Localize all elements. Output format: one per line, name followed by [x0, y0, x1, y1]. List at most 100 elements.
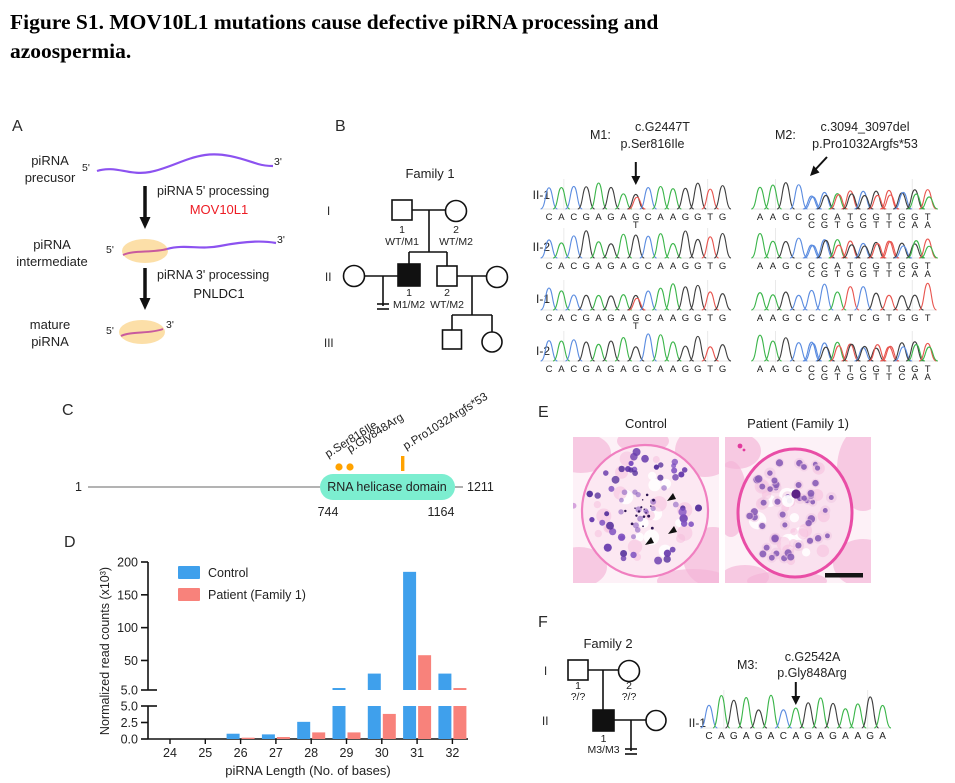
svg-text:A: A — [834, 364, 841, 375]
svg-text:G: G — [866, 731, 874, 742]
pedigree-female-spouse — [485, 265, 509, 289]
y-axis-title: Normalized read counts (x10³) — [98, 567, 112, 735]
svg-text:C: C — [546, 364, 553, 375]
legend-swatch — [178, 588, 200, 601]
mid-body-rna — [122, 248, 168, 256]
pedigree-female-I2 — [617, 659, 641, 683]
figure-title: Figure S1. MOV10L1 mutations cause defec… — [10, 8, 930, 66]
svg-text:G: G — [694, 364, 701, 375]
panel-f-label: F — [538, 614, 548, 631]
svg-text:G: G — [911, 261, 918, 272]
bar-Control — [297, 721, 311, 739]
svg-text:A: A — [558, 212, 565, 223]
factor-pnldc1-label: PNLDC1 — [193, 286, 245, 301]
individual-genotype: M3/M3 — [587, 744, 619, 756]
three-prime-label: 3' — [277, 234, 285, 246]
svg-text:A: A — [670, 364, 677, 375]
svg-text:G: G — [632, 261, 639, 272]
svg-text:G: G — [911, 364, 918, 375]
mutation-label: p.Pro1032Argfs*53 — [401, 391, 490, 453]
five-prime-label: 5' — [106, 244, 114, 256]
svg-text:A: A — [925, 372, 932, 383]
svg-text:G: G — [755, 731, 763, 742]
svg-text:C: C — [795, 212, 802, 223]
generation-label: I — [544, 666, 547, 678]
svg-text:G: G — [898, 261, 905, 272]
bar-Control — [332, 688, 346, 690]
m3-cdna: c.G2542A — [784, 650, 841, 664]
svg-text:G: G — [730, 731, 738, 742]
individual-genotype: WT/M2 — [439, 236, 473, 248]
svg-text:C: C — [705, 731, 712, 742]
m3-name: M3: — [737, 658, 758, 672]
svg-text:A: A — [558, 364, 565, 375]
panel-b-label: B — [335, 118, 346, 135]
svg-text:27: 27 — [269, 746, 283, 760]
svg-text:G: G — [583, 212, 590, 223]
svg-text:G: G — [782, 364, 789, 375]
svg-text:5.0: 5.0 — [121, 684, 138, 698]
individual-number: 1 — [601, 733, 607, 745]
m1-name: M1: — [590, 128, 611, 142]
processing-arrow-2-head — [139, 298, 151, 310]
svg-text:G: G — [821, 269, 828, 280]
individual-number: 1 — [399, 224, 405, 236]
svg-text:G: G — [860, 372, 867, 383]
svg-text:C: C — [570, 313, 577, 324]
pirna-length-chart: 200 150 100 50 5.0 0.0 2.5 5.0 24 25 26 27 28 29 30 31 3… — [98, 556, 468, 778]
bar-Patient (Family 1) — [453, 706, 467, 739]
svg-text:C: C — [860, 212, 867, 223]
svg-text:T: T — [707, 212, 713, 223]
svg-text:A: A — [757, 261, 764, 272]
svg-text:G: G — [821, 372, 828, 383]
svg-text:A: A — [620, 261, 627, 272]
intermediate-strand — [166, 240, 277, 251]
mature-rna — [120, 328, 164, 337]
domain-name: RNA helicase domain — [327, 480, 447, 494]
svg-text:G: G — [719, 261, 726, 272]
svg-text:32: 32 — [445, 746, 459, 760]
svg-text:T: T — [925, 261, 931, 272]
figure-title-line2: azoospermia. — [10, 39, 132, 63]
svg-text:A: A — [620, 313, 627, 324]
histology-patient-title: Patient (Family 1) — [747, 416, 849, 431]
mutation-dot — [346, 463, 354, 471]
svg-text:C: C — [808, 261, 815, 272]
svg-text:G: G — [782, 212, 789, 223]
pedigree-female-III — [481, 331, 503, 353]
x-axis-title: piRNA Length (No. of bases) — [225, 763, 390, 778]
three-prime-label: 3' — [166, 319, 174, 331]
svg-text:24: 24 — [163, 746, 177, 760]
family1-title: Family 1 — [405, 166, 455, 181]
svg-text:G: G — [821, 220, 828, 231]
svg-text:G: G — [632, 212, 639, 223]
svg-text:C: C — [546, 261, 553, 272]
individual-number: 1 — [575, 680, 581, 692]
scale-bar — [825, 573, 863, 578]
mutation-bar — [401, 456, 405, 471]
pedigree-affected-male-II1 — [592, 709, 615, 732]
trace-row-label: II-2 — [532, 240, 550, 254]
svg-text:C: C — [808, 220, 815, 231]
svg-text:G: G — [847, 269, 854, 280]
family2-pedigree: I II 1 ?/? 2 ?/? 1 M3/M3 — [542, 659, 667, 756]
m2-protein: p.Pro1032Argfs*53 — [812, 137, 918, 151]
svg-text:G: G — [872, 313, 879, 324]
svg-text:T: T — [633, 220, 639, 231]
svg-text:C: C — [808, 372, 815, 383]
svg-text:2.5: 2.5 — [121, 716, 138, 730]
individual-number: 2 — [626, 680, 632, 692]
svg-text:T: T — [847, 364, 853, 375]
svg-text:C: C — [898, 220, 905, 231]
svg-text:0.0: 0.0 — [121, 733, 138, 747]
svg-text:G: G — [682, 212, 689, 223]
svg-text:G: G — [719, 212, 726, 223]
bar-Control — [367, 706, 381, 739]
svg-text:200: 200 — [117, 556, 138, 570]
svg-text:G: G — [583, 261, 590, 272]
stage-precursor-label: piRNA precusor — [24, 153, 76, 185]
svg-text:A: A — [842, 731, 849, 742]
